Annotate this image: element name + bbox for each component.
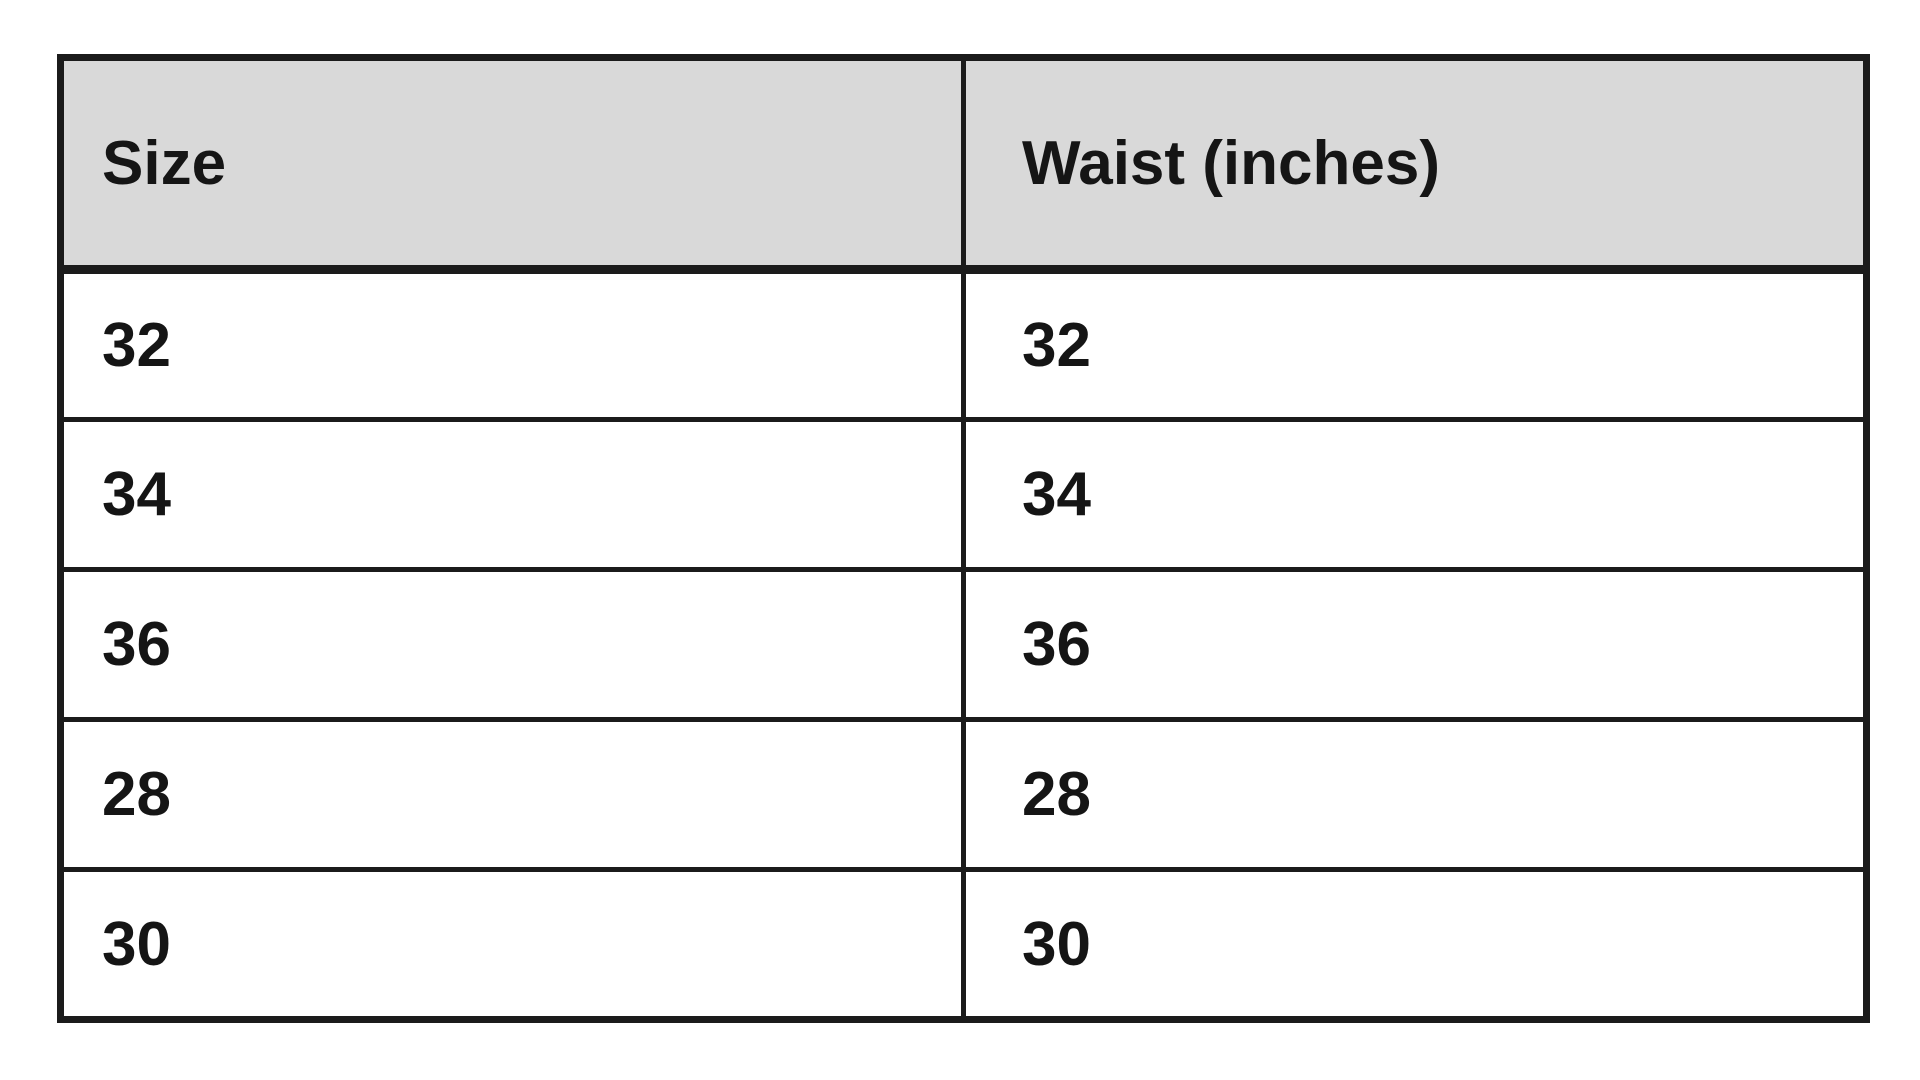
size-chart-table: Size Waist (inches) 32 32 34 34 36 36 28… (57, 54, 1870, 1023)
table-row: 28 28 (58, 717, 1869, 872)
table-row: 32 32 (58, 267, 1869, 422)
waist-cell: 32 (961, 267, 1869, 422)
waist-cell: 36 (961, 567, 1869, 722)
column-header-waist: Waist (inches) (961, 55, 1869, 274)
size-cell: 28 (58, 717, 966, 872)
table-row: 30 30 (58, 867, 1869, 1022)
column-header-size: Size (58, 55, 966, 274)
size-cell: 34 (58, 417, 966, 572)
table-row: 36 36 (58, 567, 1869, 722)
size-cell: 36 (58, 567, 966, 722)
waist-cell: 28 (961, 717, 1869, 872)
size-cell: 30 (58, 867, 966, 1022)
waist-cell: 30 (961, 867, 1869, 1022)
header-row: Size Waist (inches) (58, 55, 1869, 274)
table-row: 34 34 (58, 417, 1869, 572)
waist-cell: 34 (961, 417, 1869, 572)
size-cell: 32 (58, 267, 966, 422)
